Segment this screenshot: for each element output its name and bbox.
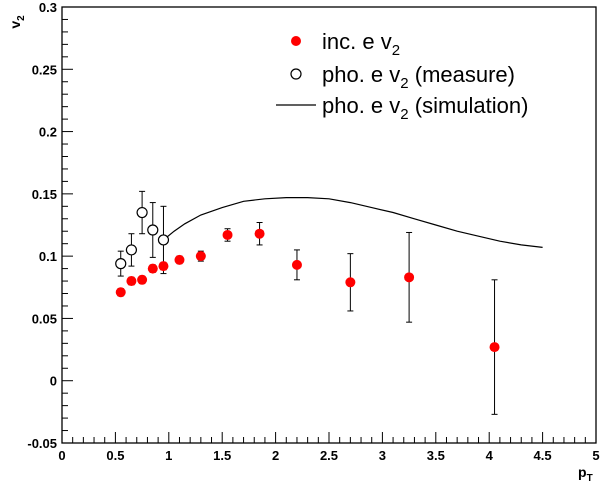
pho-e-v2-measure-point [147, 224, 159, 236]
inc-e-v2-point [222, 229, 233, 240]
x-tick-label: 3 [379, 448, 386, 463]
legend-label: pho. e v2 (simulation) [322, 93, 528, 123]
inc-e-v2-point [254, 228, 265, 239]
x-tick-label: 2 [272, 448, 279, 463]
x-tick-label: 1.5 [213, 448, 231, 463]
inc-e-v2-point [174, 254, 185, 265]
y-tick-label: 0.05 [32, 311, 57, 326]
y-tick-label: 0.1 [39, 249, 57, 264]
axes: 0 0.5 1 1.5 2 2.5 3 3.5 4 4.5 5-0.0500.050.10.150.… [7, 0, 600, 484]
legend-marker-measure [290, 68, 302, 80]
inc-e-v2-point [195, 251, 206, 262]
x-tick-label: 5 [592, 448, 599, 463]
y-tick-label: 0 [50, 374, 57, 389]
pho-e-v2-measure-point [115, 258, 127, 270]
y-tick-label: 0.25 [32, 62, 57, 77]
y-tick-label: 0.15 [32, 187, 57, 202]
simulation-line [163, 197, 543, 248]
y-tick-label: 0.3 [39, 0, 57, 15]
legend-marker-inc [291, 36, 301, 46]
inc-e-v2-point [345, 277, 356, 288]
inc-e-v2-point [147, 263, 158, 274]
legend-label: inc. e v2 [322, 29, 400, 59]
y-tick-label: 0.2 [39, 125, 57, 140]
inc-e-v2-point [291, 259, 302, 270]
inc-e-v2-point [126, 276, 137, 287]
x-tick-label: 4 [486, 448, 494, 463]
x-tick-label: 4.5 [534, 448, 552, 463]
legend-label: pho. e v2 (measure) [322, 62, 515, 92]
inc-e-v2-point [115, 287, 126, 298]
inc-e-v2-point [404, 272, 415, 283]
pho-e-v2-measure-point [125, 244, 138, 256]
x-tick-label: 1 [165, 448, 172, 463]
x-axis-title: pT [578, 464, 593, 484]
pho-e-v2-measure-point [157, 234, 170, 246]
x-tick-label: 3.5 [427, 448, 445, 463]
data-layer [115, 190, 543, 415]
x-tick-label: 0 [58, 448, 65, 463]
inc-e-v2-point [137, 274, 148, 285]
y-tick-label: -0.05 [27, 436, 57, 451]
x-tick-label: 2.5 [320, 448, 338, 463]
x-tick-label: 0.5 [106, 448, 124, 463]
pho-e-v2-measure-point [136, 206, 148, 219]
y-axis-title: v2 [7, 15, 27, 29]
inc-e-v2-point [158, 261, 169, 272]
inc-e-v2-point [489, 342, 500, 353]
